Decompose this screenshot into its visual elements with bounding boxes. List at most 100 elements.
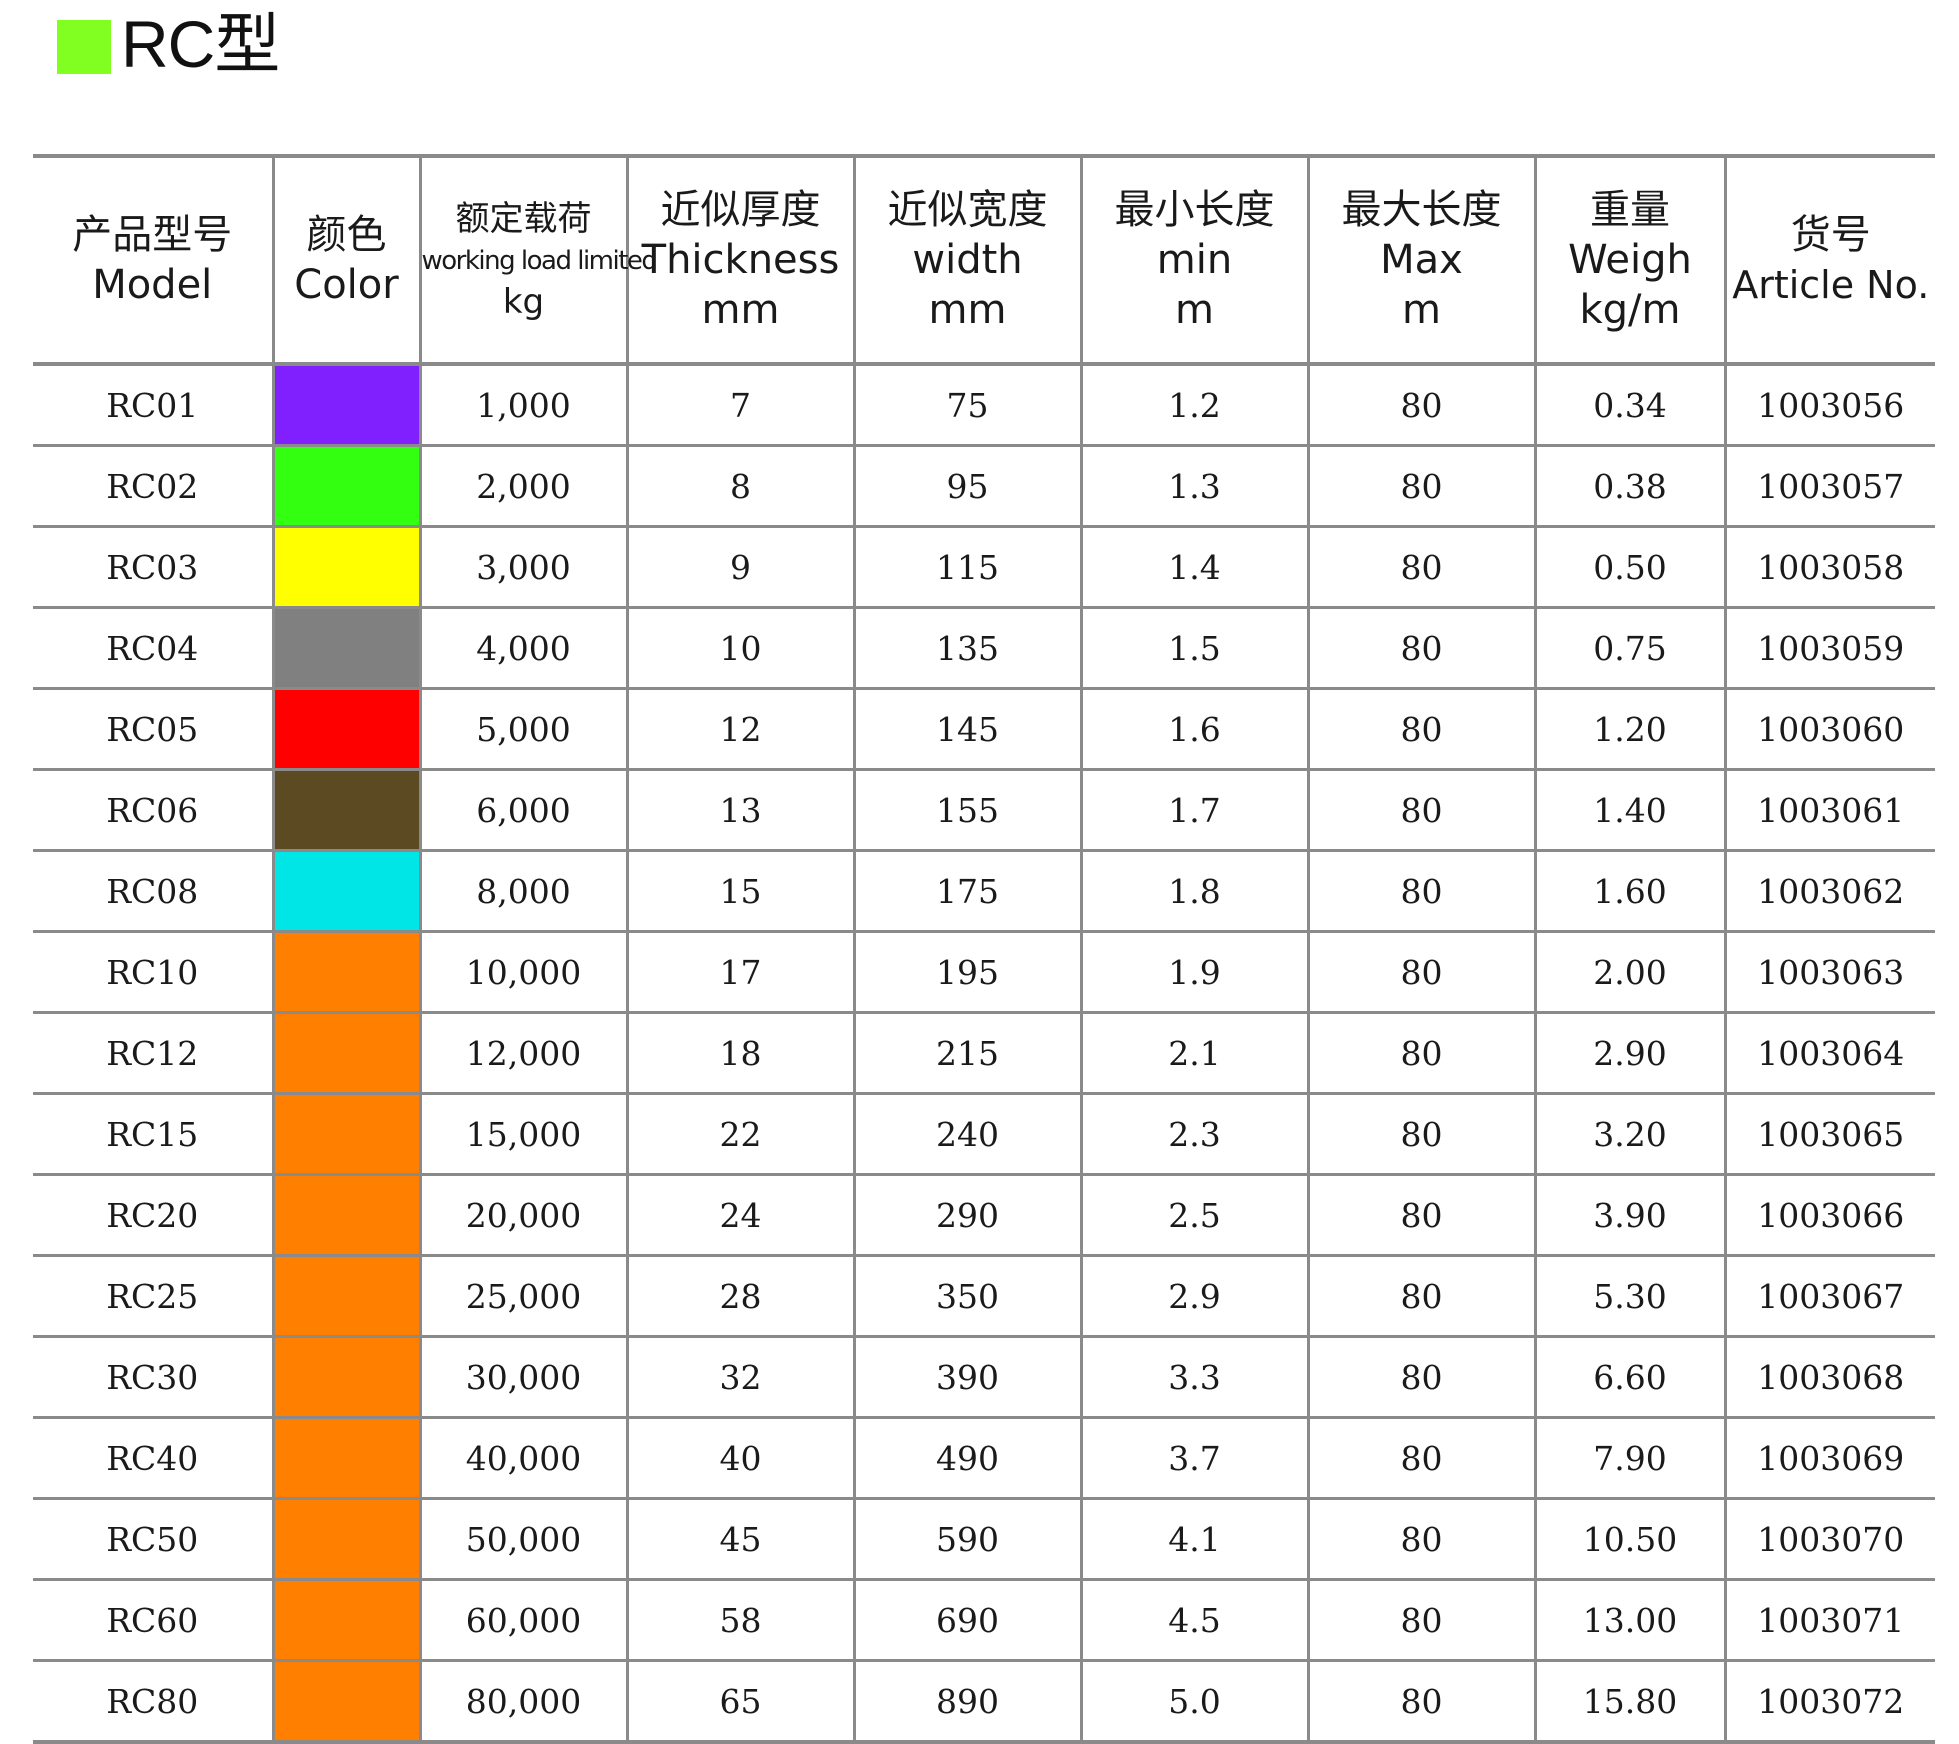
table-row: RC10 10,000 17 195 1.9 80 2.00 1003063: [33, 931, 1935, 1014]
page-title: RC型: [121, 7, 280, 81]
cell-thickness: 9: [627, 526, 856, 609]
cell-width: 590: [854, 1498, 1083, 1581]
cell-color: [273, 1579, 422, 1662]
cell-load: 8,000: [420, 850, 629, 933]
cell-weight: 1.40: [1535, 769, 1727, 852]
cell-min-length: 1.7: [1081, 769, 1310, 852]
cell-max-length: 80: [1308, 1012, 1537, 1095]
cell-model: RC01: [33, 364, 275, 447]
color-swatch: [274, 447, 419, 525]
header-thickness-cn: 近似厚度: [660, 187, 821, 233]
header-weight-cn: 重量: [1590, 187, 1670, 233]
cell-color: [273, 688, 422, 771]
table-row: RC80 80,000 65 890 5.0 80 15.80 1003072: [33, 1660, 1935, 1744]
header-max-length-en: Max: [1380, 237, 1463, 283]
color-swatch: [274, 1257, 419, 1335]
header-load-en: working load limited: [421, 246, 658, 276]
header-thickness-unit: mm: [701, 287, 780, 333]
cell-max-length: 80: [1308, 1498, 1537, 1581]
cell-load: 3,000: [420, 526, 629, 609]
cell-max-length: 80: [1308, 769, 1537, 852]
cell-article: 1003069: [1725, 1417, 1935, 1500]
cell-min-length: 1.5: [1081, 607, 1310, 690]
cell-thickness: 22: [627, 1093, 856, 1176]
cell-width: 115: [854, 526, 1083, 609]
cell-max-length: 80: [1308, 850, 1537, 933]
header-max-length-cn: 最大长度: [1341, 187, 1502, 233]
table-row: RC08 8,000 15 175 1.8 80 1.60 1003062: [33, 850, 1935, 933]
header-weight-en: Weigh: [1568, 237, 1692, 283]
cell-max-length: 80: [1308, 364, 1537, 447]
header-width-unit: mm: [928, 287, 1007, 333]
cell-width: 390: [854, 1336, 1083, 1419]
color-swatch: [274, 852, 419, 930]
cell-min-length: 5.0: [1081, 1660, 1310, 1744]
cell-max-length: 80: [1308, 1336, 1537, 1419]
cell-thickness: 58: [627, 1579, 856, 1662]
cell-weight: 1.60: [1535, 850, 1727, 933]
table-row: RC01 1,000 7 75 1.2 80 0.34 1003056: [33, 364, 1935, 447]
cell-width: 135: [854, 607, 1083, 690]
cell-load: 5,000: [420, 688, 629, 771]
cell-max-length: 80: [1308, 526, 1537, 609]
cell-thickness: 7: [627, 364, 856, 447]
cell-min-length: 2.3: [1081, 1093, 1310, 1176]
cell-weight: 0.50: [1535, 526, 1727, 609]
cell-color: [273, 1255, 422, 1338]
cell-article: 1003068: [1725, 1336, 1935, 1419]
cell-load: 15,000: [420, 1093, 629, 1176]
page-title-block: RC型: [57, 0, 280, 88]
header-min-length-cn: 最小长度: [1114, 187, 1275, 233]
cell-article: 1003056: [1725, 364, 1935, 447]
cell-thickness: 15: [627, 850, 856, 933]
cell-model: RC15: [33, 1093, 275, 1176]
cell-width: 155: [854, 769, 1083, 852]
header-article-cn: 货号: [1790, 212, 1871, 258]
table-row: RC60 60,000 58 690 4.5 80 13.00 1003071: [33, 1579, 1935, 1662]
cell-width: 350: [854, 1255, 1083, 1338]
color-swatch: [274, 1419, 419, 1497]
header-model-cn: 产品型号: [72, 212, 233, 258]
cell-color: [273, 1498, 422, 1581]
color-swatch: [274, 1581, 419, 1659]
color-swatch: [274, 1014, 419, 1092]
color-swatch: [274, 609, 419, 687]
cell-color: [273, 607, 422, 690]
color-swatch: [274, 1338, 419, 1416]
table-row: RC25 25,000 28 350 2.9 80 5.30 1003067: [33, 1255, 1935, 1338]
table-row: RC20 20,000 24 290 2.5 80 3.90 1003066: [33, 1174, 1935, 1257]
cell-model: RC10: [33, 931, 275, 1014]
cell-model: RC04: [33, 607, 275, 690]
cell-max-length: 80: [1308, 1093, 1537, 1176]
cell-max-length: 80: [1308, 688, 1537, 771]
cell-load: 60,000: [420, 1579, 629, 1662]
cell-min-length: 4.1: [1081, 1498, 1310, 1581]
cell-weight: 2.00: [1535, 931, 1727, 1014]
cell-max-length: 80: [1308, 1255, 1537, 1338]
table-row: RC05 5,000 12 145 1.6 80 1.20 1003060: [33, 688, 1935, 771]
cell-model: RC80: [33, 1660, 275, 1744]
cell-thickness: 13: [627, 769, 856, 852]
cell-max-length: 80: [1308, 445, 1537, 528]
cell-article: 1003064: [1725, 1012, 1935, 1095]
header-min-length: 最小长度 min m: [1081, 154, 1310, 366]
cell-weight: 0.38: [1535, 445, 1727, 528]
cell-min-length: 3.3: [1081, 1336, 1310, 1419]
cell-width: 890: [854, 1660, 1083, 1744]
cell-weight: 7.90: [1535, 1417, 1727, 1500]
table-row: RC04 4,000 10 135 1.5 80 0.75 1003059: [33, 607, 1935, 690]
header-model-en: Model: [92, 262, 213, 308]
cell-load: 20,000: [420, 1174, 629, 1257]
table-row: RC15 15,000 22 240 2.3 80 3.20 1003065: [33, 1093, 1935, 1176]
cell-max-length: 80: [1308, 607, 1537, 690]
cell-weight: 2.90: [1535, 1012, 1727, 1095]
cell-model: RC30: [33, 1336, 275, 1419]
header-color: 颜色 Color: [273, 154, 422, 366]
cell-article: 1003060: [1725, 688, 1935, 771]
cell-thickness: 40: [627, 1417, 856, 1500]
header-color-cn: 颜色: [306, 212, 387, 258]
cell-width: 95: [854, 445, 1083, 528]
table-header: 产品型号 Model 颜色 Color 额定载荷 working load li…: [33, 154, 1935, 366]
cell-width: 690: [854, 1579, 1083, 1662]
cell-article: 1003071: [1725, 1579, 1935, 1662]
